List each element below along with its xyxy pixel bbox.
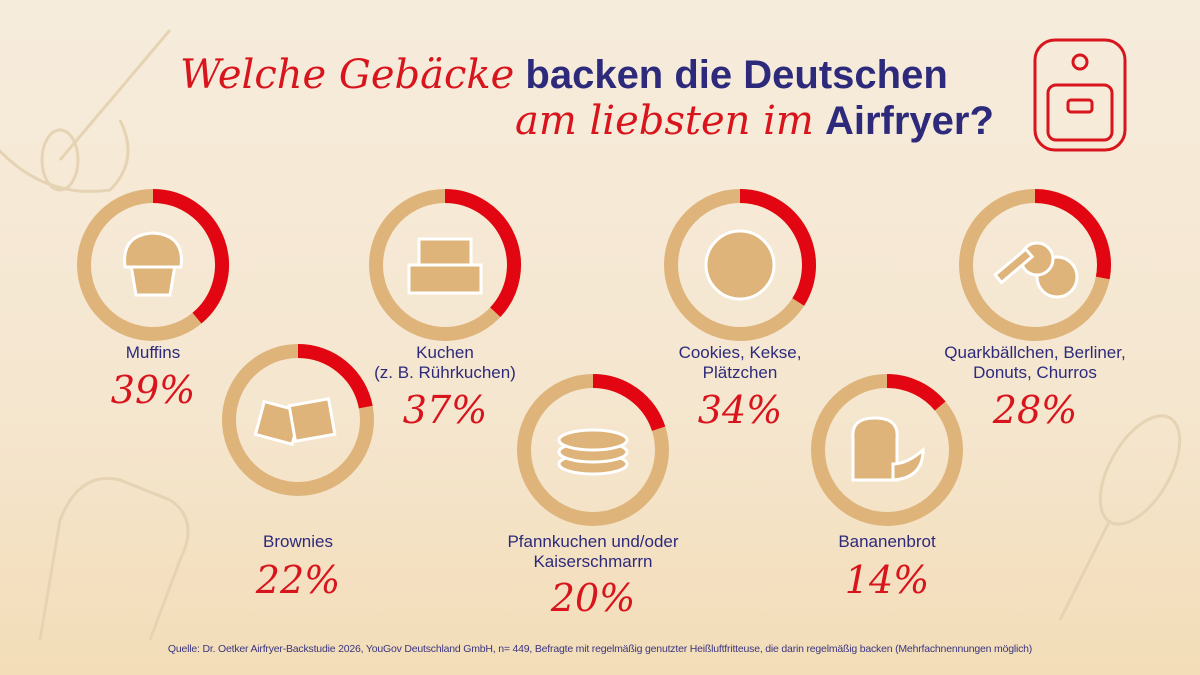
brownie-icon [253,397,337,447]
banana-bread-icon [851,416,925,482]
title-part-1: Welche Gebäcke [180,52,515,98]
percent-label: 34% [697,388,783,432]
cookie-icon [704,229,776,301]
donut-value-arc [886,374,946,411]
donut-4 [959,189,1111,341]
category-label: Brownies [263,532,333,551]
donut-value-arc [152,189,229,324]
cake-icon [407,237,483,295]
donut-1 [77,189,229,341]
source-note: Quelle: Dr. Oetker Airfryer-Backstudie 2… [167,643,1033,655]
donut-value-arc [592,374,666,432]
category-label: Bananenbrot [838,532,936,551]
title-line-2: am liebsten im Airfryer? [515,98,994,144]
donut-2 [369,189,521,341]
donut-value-arc [739,189,816,306]
muffin-icon [123,231,183,297]
oven-mitt-decoration [38,476,190,641]
category-label: Quarkbällchen, Berliner, Donuts, Churros [944,343,1126,382]
whisk-bowl-decoration [0,29,172,193]
whisk-decoration [1058,414,1182,621]
title-line-1: Welche Gebäcke backen die Deutschen [180,52,948,98]
percent-label: 37% [402,388,488,432]
title-part-2: backen die Deutschen [525,53,948,97]
category-label: Muffins [125,343,181,362]
percent-label: 22% [255,558,341,602]
airfryer-icon [1033,38,1127,152]
donut-3 [664,189,816,341]
donut-5 [222,344,374,496]
percent-label: 14% [844,558,930,602]
donut-churros-icon [992,241,1079,299]
donut-value-arc [444,189,521,318]
title-part-3: am liebsten im [515,98,814,144]
category-label: Kuchen (z. B. Rührkuchen) [374,343,516,382]
donut-6 [517,374,669,526]
category-label: Cookies, Kekse, Plätzchen [678,343,802,382]
percent-label: 39% [110,368,196,412]
donut-value-arc [297,344,373,409]
title-part-4: Airfryer? [824,99,994,143]
percent-label: 28% [992,388,1078,432]
category-label: Pfannkuchen und/oder Kaiserschmarrn [507,532,679,571]
pancake-icon [557,428,629,476]
donut-value-arc [1034,189,1111,280]
donut-7 [811,374,963,526]
percent-label: 20% [550,576,636,620]
